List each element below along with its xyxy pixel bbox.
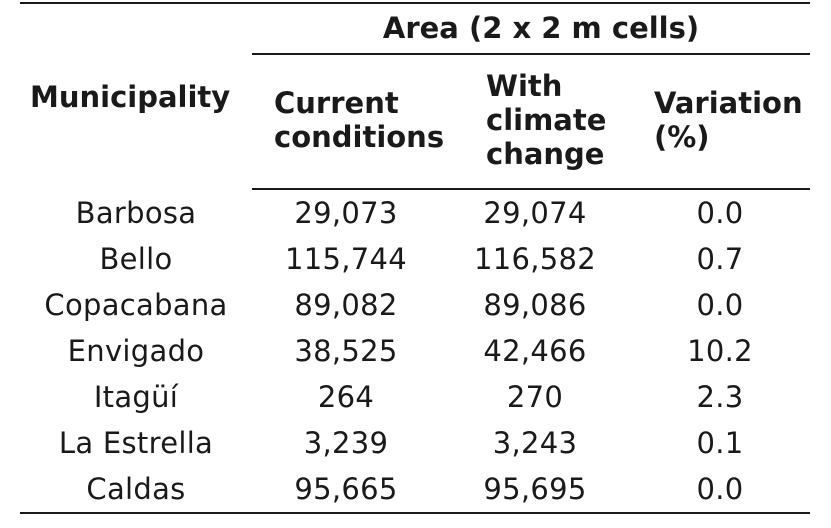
cell-municipality: Bello bbox=[99, 242, 173, 276]
cell-variation: 0.1 bbox=[696, 426, 744, 460]
header-climate-line-3: change bbox=[486, 137, 605, 171]
cell-variation: 0.7 bbox=[696, 242, 744, 276]
header-municipality: Municipality bbox=[20, 2, 252, 189]
cell-municipality: Copacabana bbox=[44, 288, 228, 322]
cell-climate: 29,074 bbox=[483, 196, 587, 230]
cell-climate: 89,086 bbox=[483, 288, 587, 322]
cell-current: 264 bbox=[317, 380, 375, 414]
cell-municipality: Caldas bbox=[20, 466, 252, 514]
cell-current: 29,073 bbox=[294, 196, 398, 230]
cell-municipality: Itagüí bbox=[93, 380, 179, 414]
cell-variation: 0.0 bbox=[696, 288, 744, 322]
header-climate-line-2: climate bbox=[486, 103, 607, 137]
header-current-line-2: conditions bbox=[274, 120, 445, 154]
area-table: Municipality Area (2 x 2 m cells) Curren… bbox=[20, 2, 811, 514]
table-row: Copacabana 89,082 89,086 0.0 bbox=[20, 282, 810, 328]
cell-climate: 42,466 bbox=[483, 334, 587, 368]
cell-variation: 2.3 bbox=[696, 380, 744, 414]
header-variation: Variation (%) bbox=[630, 52, 811, 190]
cell-climate: 95,695 bbox=[440, 466, 630, 514]
header-climate-line-1: With bbox=[486, 69, 563, 103]
cell-current: 89,082 bbox=[294, 288, 398, 322]
cell-current: 3,239 bbox=[303, 426, 389, 460]
header-variation-line-1: Variation bbox=[654, 86, 803, 120]
cell-climate: 116,582 bbox=[473, 242, 597, 276]
cell-current: 38,525 bbox=[294, 334, 398, 368]
cell-variation: 0.0 bbox=[696, 196, 744, 230]
cell-variation: 0.0 bbox=[630, 466, 811, 514]
cell-variation: 10.2 bbox=[687, 334, 753, 368]
cell-municipality: Barbosa bbox=[75, 195, 197, 230]
header-variation-line-2: (%) bbox=[654, 120, 710, 154]
table-body: Barbosa 29,073 29,074 0.0 Bello 115,744 116,58… bbox=[20, 189, 811, 514]
table-row: La Estrella 3,239 3,243 0.1 bbox=[20, 420, 810, 466]
cell-current: 115,744 bbox=[284, 242, 408, 276]
table-row: Envigado 38,525 42,466 10.2 bbox=[20, 328, 810, 374]
cell-climate: 3,243 bbox=[492, 426, 578, 460]
table-row: Itagüí 264 270 2.3 bbox=[20, 374, 810, 420]
table-row: Bello 115,744 116,582 0.7 bbox=[20, 236, 810, 282]
header-current-conditions: Current conditions bbox=[252, 52, 444, 190]
cell-current: 95,665 bbox=[252, 466, 440, 514]
header-area-group: Area (2 x 2 m cells) bbox=[252, 2, 811, 52]
table-row: Barbosa 29,073 29,074 0.0 bbox=[20, 189, 810, 236]
cell-climate: 270 bbox=[506, 380, 564, 414]
table-row: Caldas 95,665 95,695 0.0 bbox=[20, 466, 811, 514]
header-with-climate-change: With climate change bbox=[440, 52, 630, 190]
cell-municipality: Envigado bbox=[67, 334, 205, 368]
header-current-line-1: Current bbox=[274, 86, 399, 120]
cell-municipality: La Estrella bbox=[58, 426, 214, 460]
